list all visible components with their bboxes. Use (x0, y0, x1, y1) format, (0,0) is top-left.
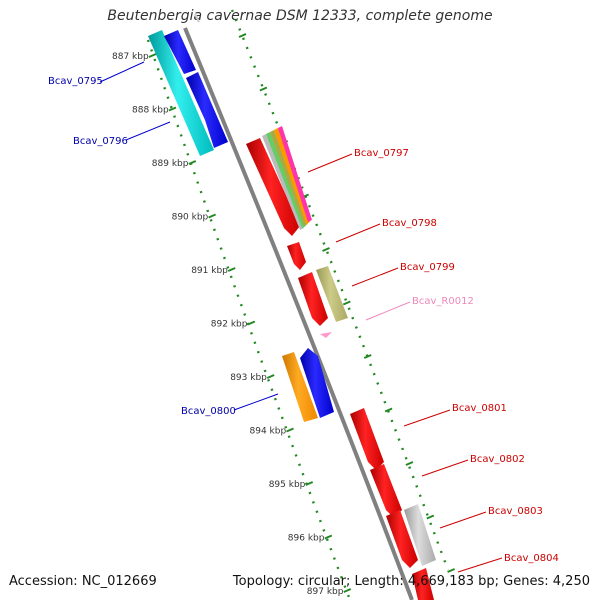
tick-mark-outer (405, 461, 414, 466)
accession-text: Accession: NC_012669 (9, 574, 157, 589)
gene-Bcav_0800-cog[interactable] (282, 352, 318, 422)
tick-mark (324, 534, 333, 540)
gene-Bcav_0799-track[interactable] (298, 266, 348, 326)
label-Bcav_0800[interactable]: Bcav_0800 (181, 406, 236, 417)
gene-Bcav_R0012-track[interactable] (320, 332, 332, 338)
label-Bcav_R0012[interactable]: Bcav_R0012 (412, 296, 474, 307)
leader-Bcav_0795 (99, 61, 145, 83)
tick-label: 897 kbp (307, 587, 344, 597)
label-Bcav_0795[interactable]: Bcav_0795 (48, 76, 103, 87)
tick-mark (266, 374, 275, 379)
gene-Bcav_0797-arrow[interactable] (246, 138, 300, 236)
tick-label: 896 kbp (288, 534, 325, 544)
leader-Bcav_0801 (403, 409, 451, 427)
label-Bcav_0797[interactable]: Bcav_0797 (354, 148, 409, 159)
label-Bcav_0803[interactable]: Bcav_0803 (488, 506, 543, 517)
gene-Bcav_0799-arrow[interactable] (298, 272, 328, 326)
tick-mark-outer (238, 33, 247, 38)
leader-Bcav_R0012 (365, 301, 411, 321)
gene-Bcav_0796-arrow[interactable] (186, 72, 228, 148)
genome-backbone (183, 27, 414, 600)
gene-Bcav_0799-cog[interactable] (316, 266, 348, 322)
tick-mark-outer (342, 300, 351, 306)
gene-Bcav_0797-track[interactable] (246, 126, 312, 236)
tick-mark (148, 53, 157, 58)
gene-Bcav_0804-track[interactable] (412, 568, 434, 600)
label-Bcav_0804[interactable]: Bcav_0804 (504, 553, 559, 564)
label-Bcav_0802[interactable]: Bcav_0802 (470, 454, 525, 465)
tick-mark (188, 160, 197, 165)
tick-mark (247, 320, 256, 326)
gene-Bcav_0797-cog-c[interactable] (270, 130, 308, 226)
gene-Bcav_0795-cog[interactable] (148, 30, 214, 156)
tick-mark-outer (426, 514, 435, 520)
gene-Bcav_0802-track[interactable] (370, 464, 402, 518)
gene-Bcav_0797-cog-e[interactable] (278, 126, 312, 222)
tick-mark-outer (384, 407, 393, 413)
tick-label: 894 kbp (250, 427, 287, 437)
genome-backbone-top (194, 13, 200, 23)
tick-label: 887 kbp (112, 52, 149, 62)
tick-marks (148, 33, 455, 593)
map-title: Beutenbergia cavernae DSM 12333, complet… (107, 8, 493, 24)
tick-mark (343, 588, 352, 593)
leader-Bcav_0799 (351, 267, 399, 287)
tick-label: 893 kbp (230, 373, 267, 383)
leader-Bcav_0798 (335, 223, 381, 243)
genome-summary-text: Topology: circular; Length: 4,669,183 bp… (232, 574, 590, 589)
gene-Bcav_0802-arrow[interactable] (370, 464, 402, 518)
leader-Bcav_0802 (421, 459, 469, 477)
gene-Bcav_0804-arrow[interactable] (412, 568, 434, 600)
leader-Bcav_0796 (125, 121, 171, 141)
tick-mark (227, 267, 236, 272)
gene-Bcav_0801-arrow[interactable] (350, 408, 384, 470)
leader-Bcav_0803 (439, 511, 487, 529)
gene-Bcav_0800-arrow[interactable] (300, 348, 334, 418)
leader-Bcav_0804 (457, 557, 503, 573)
tick-mark (208, 213, 216, 219)
label-leaders (99, 61, 503, 573)
tick-mark-outer (363, 354, 372, 359)
gene-Bcav_0797-cog-b[interactable] (266, 132, 306, 228)
gene-Bcav_0798-arrow[interactable] (287, 242, 306, 270)
tick-mark-outer (322, 247, 330, 252)
tick-label: 889 kbp (152, 159, 189, 169)
tick-label: 891 kbp (191, 266, 228, 276)
gene-Bcav_R0012-rna[interactable] (320, 332, 332, 338)
gene-labels: Bcav_0795 Bcav_0796 Bcav_0797 Bcav_0798 … (48, 76, 559, 564)
gene-Bcav_0798-track[interactable] (287, 242, 306, 270)
tick-mark (286, 427, 294, 433)
label-Bcav_0801[interactable]: Bcav_0801 (452, 403, 507, 414)
tick-mark-outer (259, 86, 268, 92)
gene-Bcav_0795-track[interactable] (148, 30, 214, 156)
leader-Bcav_0797 (307, 153, 353, 173)
label-Bcav_0798[interactable]: Bcav_0798 (382, 218, 437, 229)
gene-Bcav_0801-track[interactable] (350, 408, 384, 470)
tick-mark-outer (447, 568, 455, 573)
gene-Bcav_0800-track[interactable] (282, 348, 334, 422)
tick-track-outer (230, 9, 450, 571)
tick-label: 892 kbp (211, 320, 248, 330)
tick-mark (305, 481, 314, 486)
gene-Bcav_0796-track[interactable] (186, 72, 228, 148)
gene-Bcav_0797-cog-a[interactable] (262, 134, 304, 230)
gene-Bcav_0803-arrow[interactable] (386, 510, 418, 568)
leader-Bcav_0800 (233, 393, 279, 411)
gene-Bcav_0803-track[interactable] (386, 504, 436, 568)
tick-label: 895 kbp (269, 480, 306, 490)
tick-label: 888 kbp (132, 106, 169, 116)
tick-label: 890 kbp (172, 213, 209, 223)
label-Bcav_0796[interactable]: Bcav_0796 (73, 136, 128, 147)
tick-mark (168, 106, 177, 112)
gene-Bcav_0795-arrow[interactable] (164, 30, 196, 74)
gene-Bcav_0803-cog[interactable] (404, 504, 436, 566)
tick-labels: 887 kbp 888 kbp 889 kbp 890 kbp 891 kbp 892 k… (112, 52, 344, 597)
label-Bcav_0799[interactable]: Bcav_0799 (400, 262, 455, 273)
